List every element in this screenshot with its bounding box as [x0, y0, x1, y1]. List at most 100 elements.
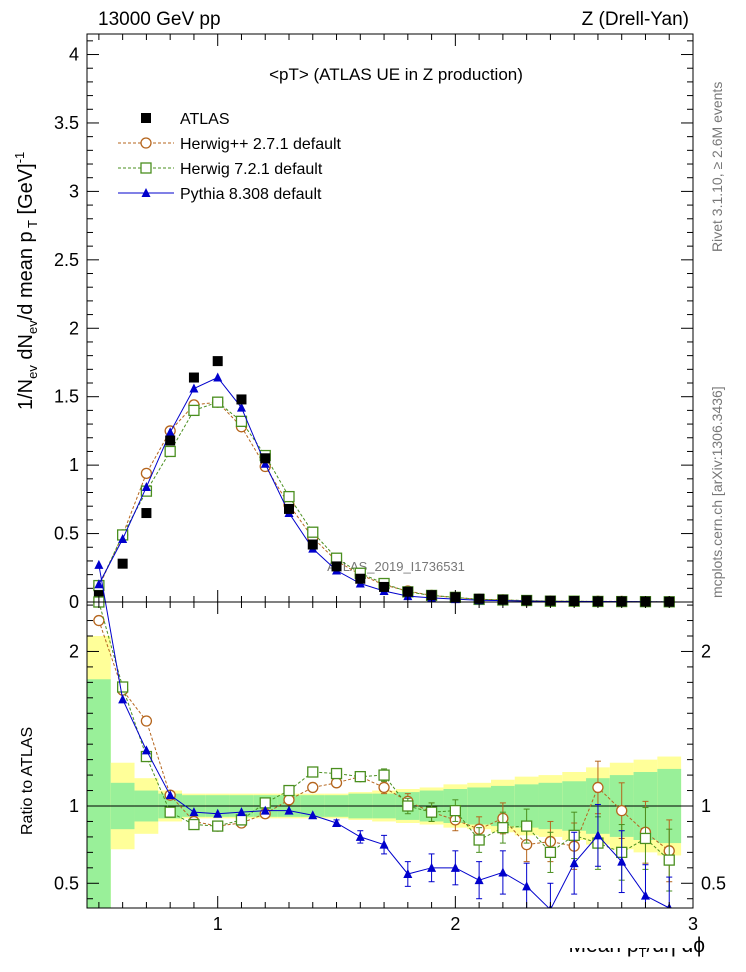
- atlas-data-point: [236, 394, 247, 405]
- data-point: [473, 834, 485, 846]
- x-tick-label: 2: [450, 914, 460, 934]
- data-point: [284, 805, 294, 815]
- data-point: [236, 402, 246, 412]
- ratio-band-inner: [87, 679, 111, 908]
- data-point: [94, 579, 104, 589]
- data-point: [260, 805, 270, 815]
- atlas-data-point: [426, 590, 437, 601]
- atlas-data-point: [93, 590, 104, 601]
- ratio-y-axis-label: Ratio to ATLAS: [19, 727, 36, 835]
- atlas-data-point: [284, 503, 294, 514]
- data-point: [164, 445, 176, 458]
- data-point: [520, 820, 533, 832]
- data-point: [640, 890, 650, 900]
- data-point: [355, 831, 365, 841]
- data-point: [593, 830, 603, 840]
- y-tick-label: 4: [69, 45, 79, 65]
- data-point: [663, 854, 675, 866]
- atlas-data-point: [307, 539, 318, 550]
- data-point: [379, 839, 389, 849]
- data-point: [140, 715, 153, 727]
- atlas-data-point: [379, 581, 390, 592]
- data-point: [616, 804, 628, 817]
- y-tick-label: 0: [69, 592, 79, 612]
- data-point: [354, 770, 366, 783]
- data-point: [307, 766, 319, 778]
- data-point: [330, 777, 343, 789]
- data-point: [378, 769, 390, 781]
- legend: ATLAS Herwig++ 2.7.1 default Herwig 7.2.1 …: [118, 111, 342, 203]
- data-point: [403, 869, 413, 878]
- plot-title: <pT> (ATLAS UE in Z production): [269, 65, 523, 84]
- ratio-frame: [86, 601, 694, 909]
- analysis-watermark: ATLAS_2019_I1736531: [327, 559, 465, 574]
- legend-label: ATLAS: [180, 111, 230, 128]
- y-tick-label: 3.5: [54, 113, 79, 133]
- data-point: [450, 862, 460, 872]
- data-point: [307, 526, 319, 538]
- data-point: [283, 784, 295, 797]
- atlas-data-point: [355, 573, 366, 584]
- data-point: [308, 810, 318, 820]
- y-tick-label: 0.5: [54, 524, 79, 544]
- atlas-data-point: [402, 586, 413, 597]
- data-point: [165, 427, 175, 437]
- data-point: [427, 862, 437, 872]
- data-point: [94, 559, 104, 569]
- data-point: [189, 807, 199, 817]
- data-point: [213, 372, 223, 382]
- legend-label: Pythia 8.308 default: [180, 186, 322, 203]
- data-point: [212, 820, 224, 832]
- atlas-data-point: [188, 372, 199, 383]
- atlas-data-point: [165, 435, 176, 446]
- energy-label: 13000 GeV pp: [98, 9, 221, 30]
- legend-marker: [141, 188, 151, 197]
- ratio-y-tick-label: 0.5: [54, 873, 79, 893]
- y-tick-label: 2.5: [54, 250, 79, 270]
- data-point: [212, 396, 224, 408]
- data-point: [283, 794, 295, 806]
- atlas-data-point: [331, 561, 342, 572]
- y-tick-label: 2: [69, 318, 79, 338]
- atlas-data-point: [212, 356, 223, 367]
- atlas-data-point: [260, 453, 271, 464]
- data-point: [118, 534, 128, 544]
- legend-label: Herwig++ 2.7.1 default: [180, 136, 342, 153]
- data-point: [165, 790, 175, 800]
- ratio-y-tick-label-right: 0.5: [701, 873, 726, 893]
- data-point: [330, 767, 343, 780]
- mcplots-label: mcplots.cern.ch [arXiv:1306.3436]: [709, 386, 725, 598]
- data-point: [188, 404, 200, 417]
- x-tick-label: 1: [213, 914, 223, 934]
- top-frame: [86, 33, 694, 603]
- data-point: [213, 808, 223, 818]
- data-point: [164, 806, 176, 818]
- data-point: [544, 846, 557, 859]
- data-point: [235, 814, 248, 826]
- mask: [87, 908, 693, 948]
- ratio-y-tick-label: 2: [69, 641, 79, 661]
- process-label: Z (Drell-Yan): [582, 9, 689, 30]
- data-point: [498, 867, 508, 877]
- ratio-y-tick-label-right: 2: [701, 641, 711, 661]
- data-point: [141, 745, 151, 755]
- data-point: [617, 856, 627, 866]
- atlas-data-point: [117, 558, 128, 569]
- data-point: [283, 490, 295, 503]
- ratio-y-tick-label: 1: [69, 796, 79, 816]
- data-point: [140, 467, 153, 479]
- atlas-data-point: [141, 508, 152, 519]
- data-point: [639, 832, 652, 845]
- y-tick-label: 1: [69, 455, 79, 475]
- top-y-axis-label: 1/Nev dNev/d mean p T [GeV]-1: [12, 152, 40, 410]
- y-tick-label: 3: [69, 181, 79, 201]
- ratio-y-tick-label-right: 1: [701, 796, 711, 816]
- ratio-panel: [87, 559, 693, 914]
- data-point: [474, 875, 484, 885]
- legend-marker: [140, 162, 152, 174]
- data-point: [189, 383, 199, 393]
- data-point: [569, 858, 579, 868]
- data-point: [402, 800, 414, 812]
- data-point: [188, 818, 200, 831]
